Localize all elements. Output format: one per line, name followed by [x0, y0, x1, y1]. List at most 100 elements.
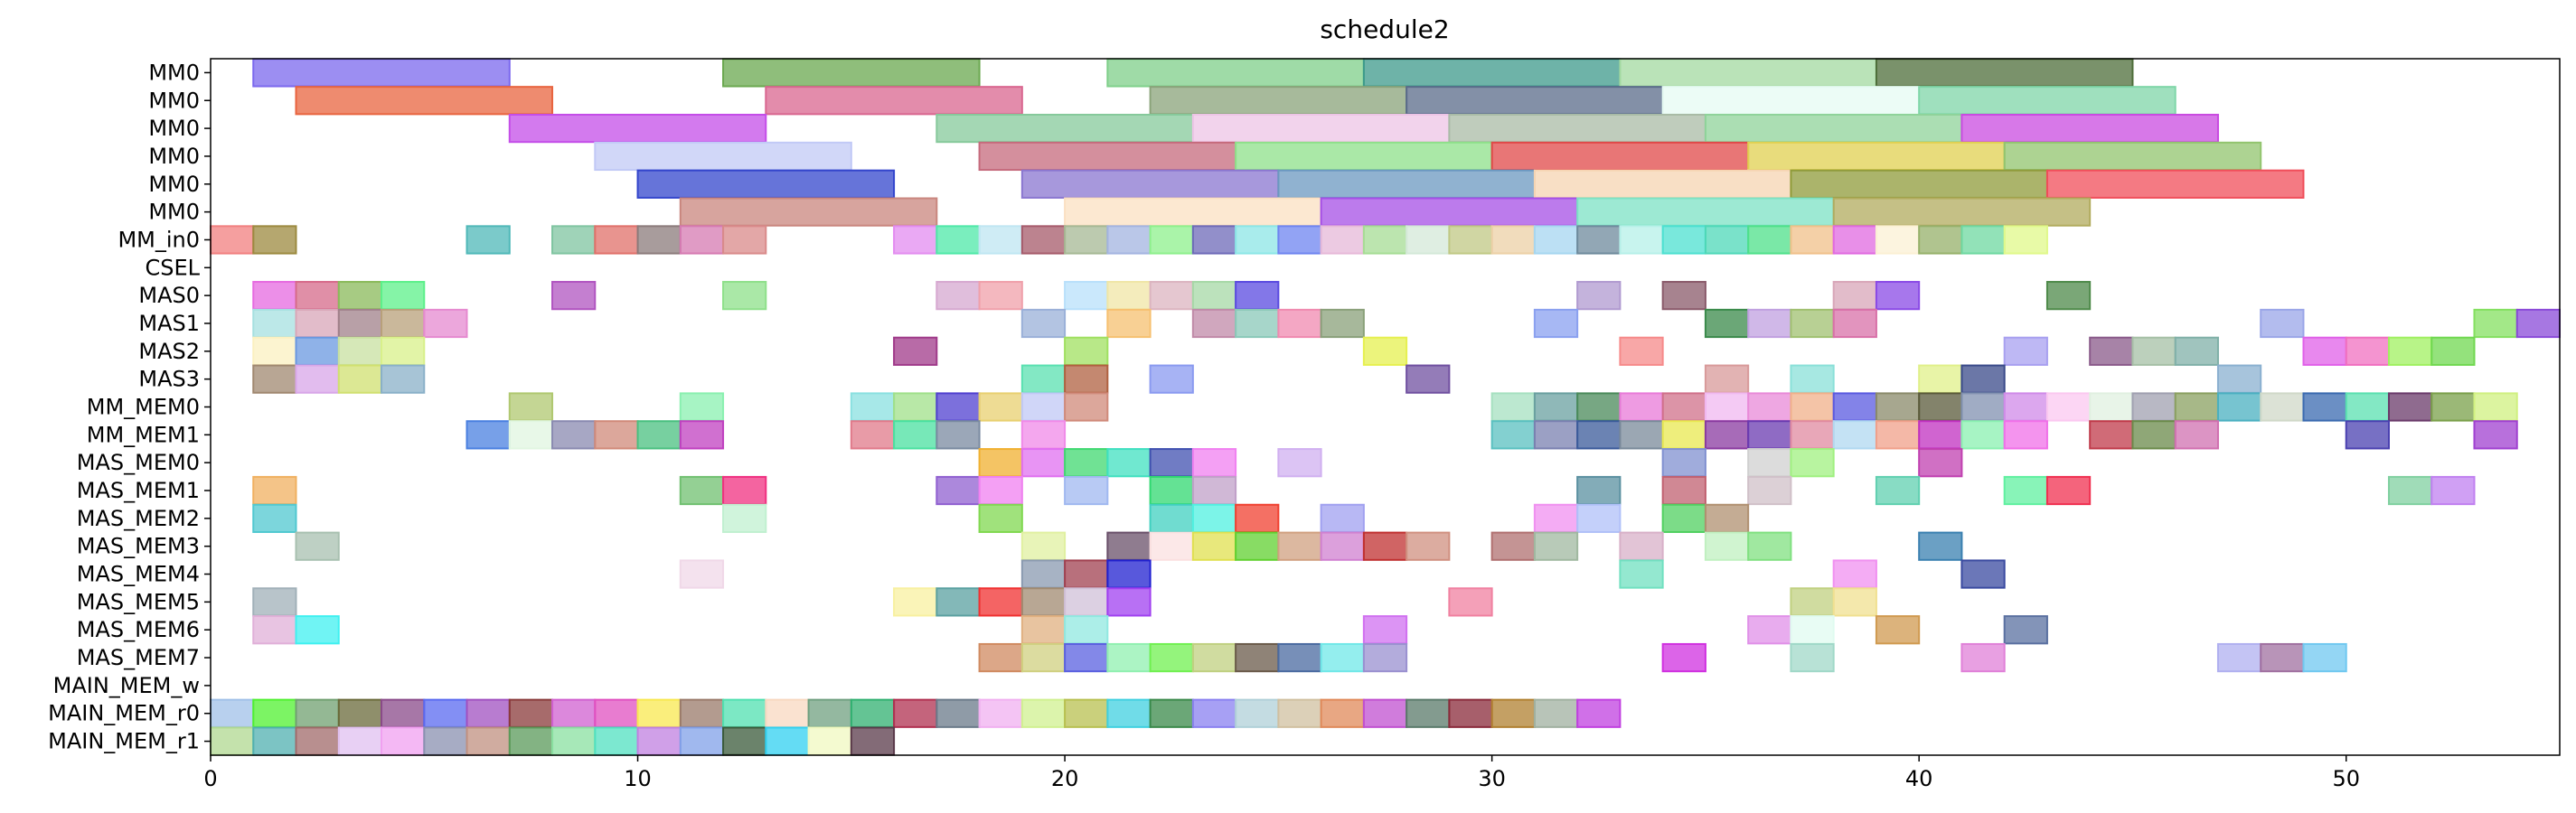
task-bar: [1064, 225, 1109, 255]
row-label: MM0: [148, 200, 200, 225]
task-bar: [1875, 475, 1921, 506]
task-bar: [1704, 420, 1750, 450]
task-bar: [252, 225, 297, 255]
task-bar: [381, 726, 426, 756]
task-bar: [2003, 336, 2048, 366]
task-bar: [252, 726, 297, 756]
task-bar: [295, 281, 340, 311]
task-bar: [1747, 475, 1792, 506]
task-bar: [1235, 642, 1280, 673]
task-bar: [1106, 642, 1152, 673]
task-bar: [807, 726, 852, 756]
task-bar: [722, 281, 767, 311]
task-bar: [1277, 642, 1322, 673]
row-label: MAS3: [138, 367, 200, 392]
task-bar: [1747, 141, 2006, 172]
task-bar: [1960, 225, 2006, 255]
task-bar: [508, 113, 767, 144]
task-bar: [295, 308, 340, 339]
task-bar: [1149, 475, 1194, 506]
task-bar: [1320, 197, 1579, 227]
task-bar: [1020, 364, 1067, 394]
task-bar: [594, 225, 639, 255]
task-bar: [2131, 420, 2176, 450]
task-bar: [1490, 392, 1536, 422]
task-bar: [2003, 615, 2048, 645]
task-bar: [978, 642, 1023, 673]
task-bar: [636, 698, 682, 728]
task-bar: [1533, 698, 1579, 728]
task-bar: [1747, 392, 1792, 422]
task-bar: [1576, 420, 1622, 450]
task-bar: [2387, 475, 2433, 506]
row-label: MAIN_MEM_r0: [48, 701, 200, 726]
task-bar: [508, 726, 554, 756]
task-bar: [1661, 642, 1706, 673]
task-bar: [1406, 225, 1451, 255]
x-tick-label: 30: [1478, 766, 1506, 791]
task-bar: [1191, 531, 1237, 561]
task-bar: [935, 113, 1194, 144]
task-bar: [1790, 364, 1835, 394]
task-bar: [1106, 531, 1152, 561]
task-bar: [1832, 225, 1877, 255]
task-bar: [2045, 392, 2092, 422]
task-bar: [1576, 225, 1622, 255]
task-bar: [679, 559, 725, 589]
task-bar: [2260, 308, 2305, 339]
task-bar: [935, 281, 981, 311]
task-bar: [2003, 475, 2048, 506]
task-bar: [679, 225, 725, 255]
task-bar: [508, 392, 554, 422]
task-bar: [978, 281, 1023, 311]
task-bar: [1362, 531, 1408, 561]
task-bar: [465, 420, 511, 450]
task-bar: [2302, 642, 2347, 673]
task-bar: [1960, 642, 2006, 673]
task-bar: [1020, 587, 1067, 617]
task-bar: [2174, 336, 2219, 366]
row-label: MM_in0: [118, 227, 200, 252]
row-label: MAS_MEM0: [77, 450, 200, 475]
row-label: MAS1: [138, 311, 200, 336]
task-bar: [1064, 559, 1109, 589]
task-bar: [252, 58, 511, 88]
row-label: MAS_MEM1: [77, 478, 200, 503]
task-bar: [465, 225, 511, 255]
task-bar: [1832, 559, 1877, 589]
task-bar: [1661, 503, 1706, 533]
row-label: MM_MEM0: [87, 395, 200, 420]
task-bar: [551, 281, 597, 311]
task-bar: [1191, 698, 1237, 728]
task-bar: [1277, 448, 1322, 478]
task-bar: [1747, 225, 1792, 255]
task-bar: [2387, 392, 2433, 422]
task-bar: [381, 336, 426, 366]
task-bar: [1320, 642, 1365, 673]
task-bar: [1619, 392, 1664, 422]
x-tick-label: 40: [1905, 766, 1933, 791]
task-bar: [935, 420, 981, 450]
task-bar: [765, 726, 810, 756]
task-bar: [722, 225, 767, 255]
task-bar: [1277, 308, 1322, 339]
task-bar: [1191, 308, 1237, 339]
task-bar: [722, 475, 767, 506]
task-bar: [337, 364, 383, 394]
task-bar: [1191, 113, 1451, 144]
task-bar: [1790, 448, 1835, 478]
task-bar: [1064, 336, 1109, 366]
task-bar: [679, 197, 938, 227]
task-bar: [1320, 531, 1365, 561]
task-bar: [722, 726, 767, 756]
task-bar: [1918, 448, 1963, 478]
row-label: MAIN_MEM_r1: [48, 729, 200, 754]
task-bar: [1875, 281, 1921, 311]
task-bar: [210, 225, 255, 255]
task-bar: [1790, 587, 1835, 617]
task-bar: [1832, 197, 2092, 227]
task-bar: [295, 336, 340, 366]
task-bar: [850, 420, 896, 450]
task-bar: [807, 698, 852, 728]
